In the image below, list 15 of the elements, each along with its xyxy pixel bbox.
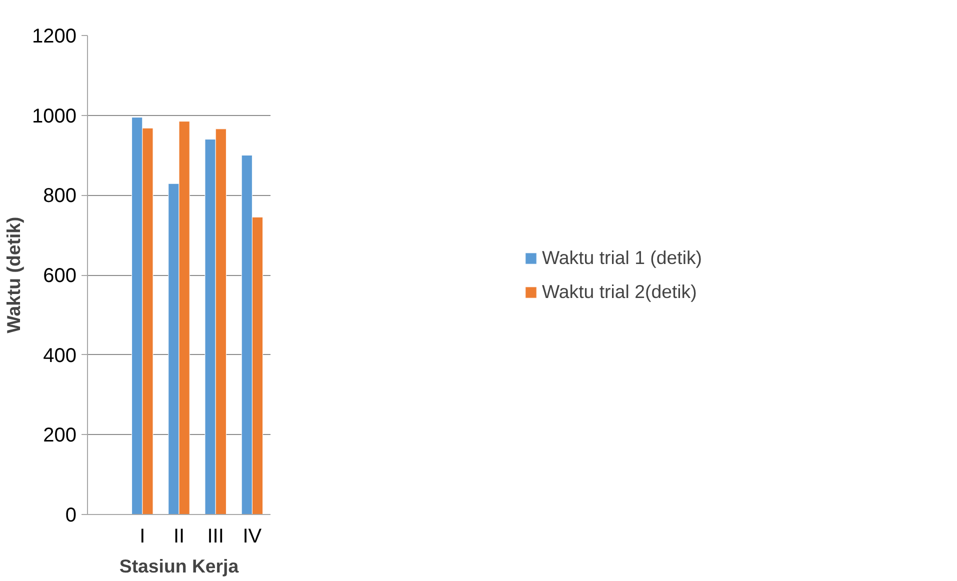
y-axis-title: Waktu (detik) xyxy=(3,216,24,334)
x-tick-label: IV xyxy=(242,526,262,548)
x-tick-label: I xyxy=(140,526,146,548)
y-tick-label: 200 xyxy=(43,424,77,447)
y-tick-label: 800 xyxy=(43,185,77,208)
y-tick-label: 1000 xyxy=(32,105,77,128)
legend-label: Waktu trial 1 (detik) xyxy=(542,246,702,268)
y-tick-label: 600 xyxy=(43,265,77,287)
x-axis-title: Stasiun Kerja xyxy=(119,556,240,576)
x-tick-label: II xyxy=(173,526,185,548)
y-tick-label: 400 xyxy=(43,344,77,367)
y-tick-label: 1200 xyxy=(32,26,77,48)
legend-label: Waktu trial 2(detik) xyxy=(542,280,697,302)
y-tick-label: 0 xyxy=(65,504,76,526)
x-tick-label: III xyxy=(207,526,224,548)
